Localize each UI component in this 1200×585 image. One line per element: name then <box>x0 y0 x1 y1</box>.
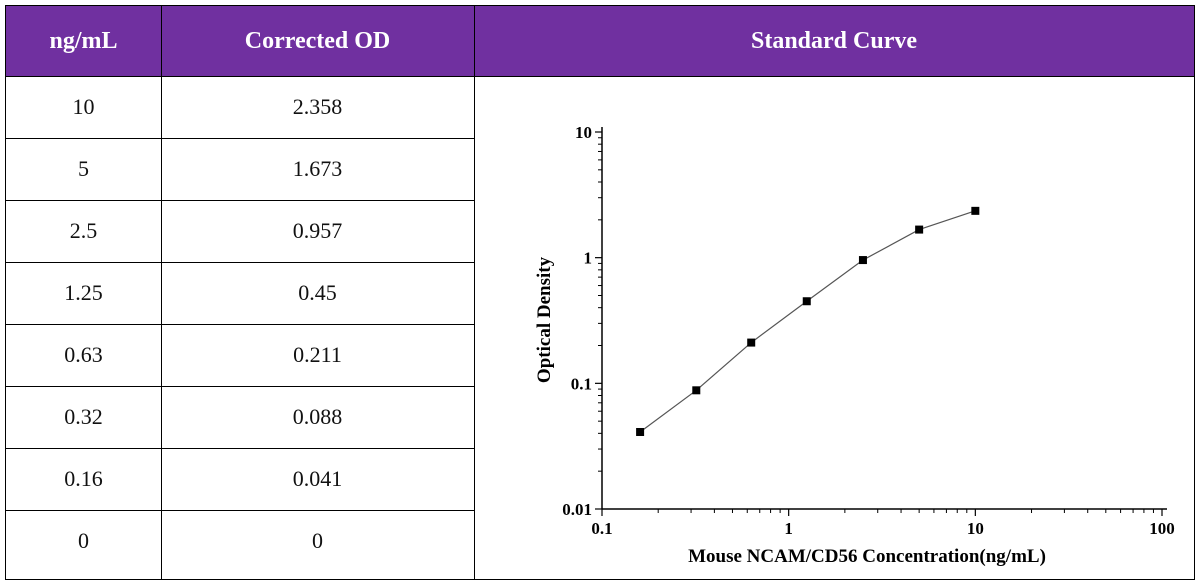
y-tick-label: 1 <box>584 249 593 268</box>
row-divider <box>6 324 474 325</box>
data-point-marker <box>802 297 811 306</box>
data-point-marker <box>971 206 980 215</box>
y-axis-label: Optical Density <box>534 256 555 383</box>
data-point-marker <box>858 256 867 265</box>
data-point-marker <box>636 427 645 436</box>
header-corrected-od: Corrected OD <box>161 6 474 76</box>
y-tick-label: 0.01 <box>562 500 592 519</box>
data-point-marker <box>747 338 756 347</box>
standard-curve-sheet: ng/mL Corrected OD Standard Curve 10 2.35… <box>5 5 1195 580</box>
cell-concentration: 2.5 <box>69 218 98 243</box>
cell-concentration: 1.25 <box>64 280 103 305</box>
cell-corrected-od: 0.957 <box>292 218 343 243</box>
y-tick-label: 10 <box>575 123 592 142</box>
cell-corrected-od: 0.088 <box>292 404 343 429</box>
cell-concentration: 0 <box>78 528 89 553</box>
x-tick-label: 0.1 <box>591 519 612 538</box>
row-divider <box>6 510 474 511</box>
header-ng-ml: ng/mL <box>6 6 161 76</box>
row-divider <box>6 200 474 201</box>
cell-concentration: 0.16 <box>64 466 103 491</box>
row-divider <box>6 138 474 139</box>
cell-concentration: 5 <box>78 156 89 181</box>
cell-concentration: 0.32 <box>64 404 103 429</box>
cell-concentration: 10 <box>72 94 95 119</box>
row-divider <box>6 386 474 387</box>
data-point-marker <box>692 386 701 395</box>
x-tick-label: 1 <box>784 519 793 538</box>
y-tick-label: 0.1 <box>571 374 592 393</box>
cell-corrected-od: 1.673 <box>292 156 343 181</box>
data-point-marker <box>915 225 924 234</box>
chart-series <box>636 206 980 436</box>
cell-concentration: 0.63 <box>64 342 103 367</box>
curve-line <box>639 210 976 433</box>
header-divider <box>6 76 1194 77</box>
column-divider <box>161 6 162 579</box>
cell-corrected-od: 0 <box>312 528 323 553</box>
header-standard-curve: Standard Curve <box>474 6 1194 76</box>
row-divider <box>6 448 474 449</box>
column-divider <box>474 6 475 579</box>
cell-corrected-od: 2.358 <box>292 94 343 119</box>
x-tick-label: 100 <box>1149 519 1175 538</box>
cell-corrected-od: 0.45 <box>298 280 337 305</box>
x-tick-label: 10 <box>967 519 984 538</box>
cell-corrected-od: 0.041 <box>292 466 343 491</box>
row-divider <box>6 262 474 263</box>
cell-corrected-od: 0.211 <box>293 342 342 367</box>
x-axis-label: Mouse NCAM/CD56 Concentration(ng/mL) <box>688 546 1046 567</box>
standard-curve-chart: 0.01 0.1 1 10 0.1 1 10 100 Optical Density Mous… <box>475 77 1194 579</box>
